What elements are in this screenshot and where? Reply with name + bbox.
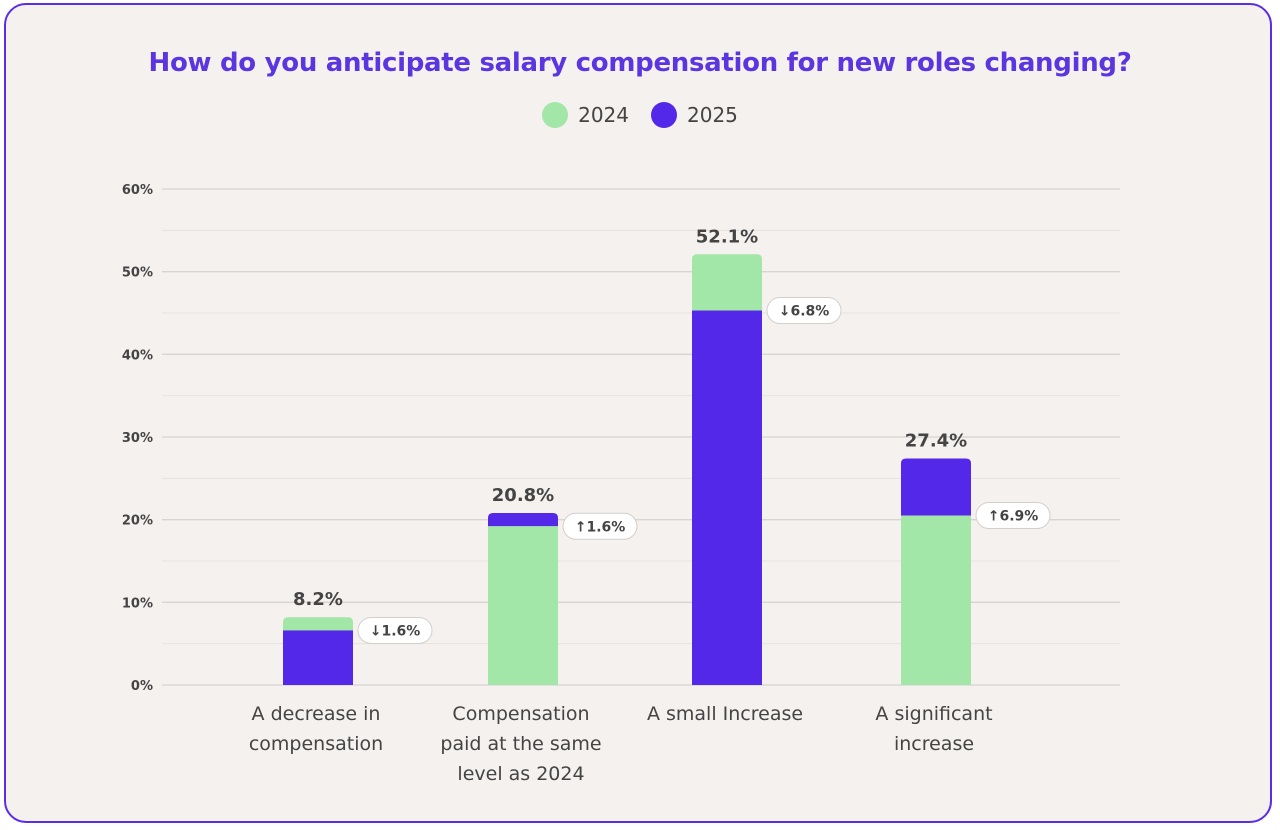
bar-segment-bottom bbox=[488, 526, 558, 685]
y-tick-label: 10% bbox=[122, 596, 153, 611]
bar-total-label: 20.8% bbox=[492, 485, 554, 506]
legend: 2024 2025 bbox=[0, 102, 1280, 128]
change-badge-label: ↑1.6% bbox=[575, 519, 626, 535]
bar-segment-bottom bbox=[283, 630, 353, 685]
bar-total-label: 8.2% bbox=[293, 589, 343, 610]
change-badge bbox=[975, 502, 1051, 530]
change-badge bbox=[357, 616, 433, 644]
change-badge bbox=[766, 297, 842, 325]
y-tick-label: 30% bbox=[122, 431, 153, 446]
bar-segment-top bbox=[488, 513, 558, 527]
legend-swatch-2024 bbox=[542, 102, 569, 128]
bar-total-label: 27.4% bbox=[905, 430, 967, 451]
chart-card bbox=[4, 3, 1272, 823]
bar-segment-bottom bbox=[901, 515, 971, 685]
x-category-label: paid at the same bbox=[440, 733, 601, 755]
chart-title: How do you anticipate salary compensatio… bbox=[148, 48, 1132, 78]
y-tick-label: 20% bbox=[122, 514, 153, 529]
x-category-label: A small Increase bbox=[647, 703, 803, 725]
legend-label-2025: 2025 bbox=[687, 103, 738, 127]
bar-total-label: 52.1% bbox=[696, 226, 758, 247]
bar-segment-top bbox=[901, 458, 971, 516]
x-category-label: A significant bbox=[875, 703, 992, 725]
bar-segment-top bbox=[692, 254, 762, 311]
y-tick-label: 40% bbox=[122, 348, 153, 363]
legend-label-2024: 2024 bbox=[578, 103, 629, 127]
change-badge-label: ↑6.9% bbox=[988, 509, 1039, 525]
change-badge-label: ↓1.6% bbox=[370, 623, 421, 639]
bar-segment-top bbox=[283, 617, 353, 631]
legend-item-2024[interactable]: 2024 bbox=[542, 102, 629, 128]
x-category-label: increase bbox=[894, 733, 974, 755]
change-badge-label: ↓6.8% bbox=[779, 304, 830, 320]
y-tick-label: 0% bbox=[131, 679, 153, 694]
legend-item-2025[interactable]: 2025 bbox=[651, 102, 738, 128]
y-tick-label: 50% bbox=[122, 266, 153, 281]
x-category-label: Compensation bbox=[452, 703, 589, 725]
x-category-label: compensation bbox=[249, 733, 383, 755]
y-tick-label: 60% bbox=[122, 183, 153, 198]
legend-swatch-2025 bbox=[651, 102, 677, 128]
bar-segment-bottom bbox=[692, 310, 762, 685]
change-badge bbox=[562, 512, 638, 540]
x-category-label: A decrease in bbox=[252, 703, 381, 725]
x-category-label: level as 2024 bbox=[457, 763, 584, 785]
